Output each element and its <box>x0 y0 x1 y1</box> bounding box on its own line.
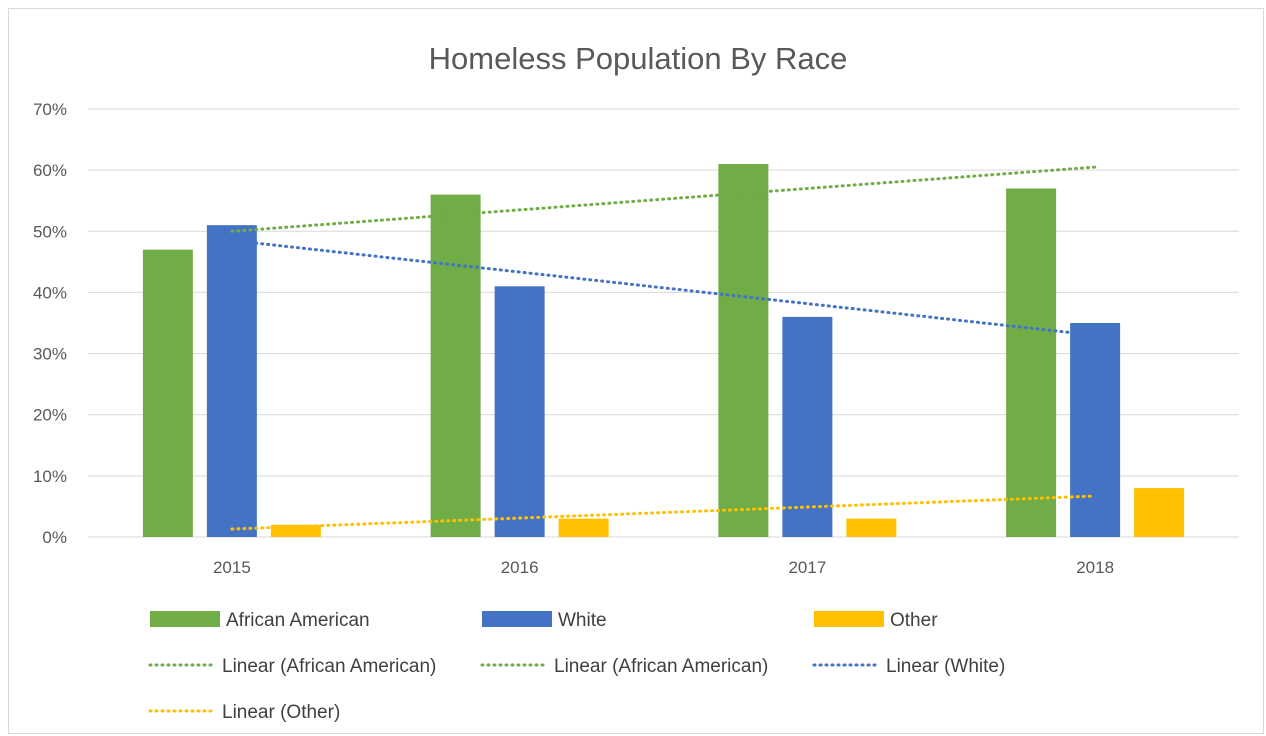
bar-african-american-2016 <box>430 194 481 537</box>
bar-african-american-2017 <box>718 164 769 537</box>
bar-other-2016 <box>558 518 609 537</box>
trendline-african-american <box>230 165 1097 233</box>
y-tick-label: 50% <box>33 222 67 241</box>
bars <box>142 164 1185 537</box>
y-tick-label: 60% <box>33 161 67 180</box>
x-tick-label: 2015 <box>213 558 251 577</box>
legend: African American White Other Linear (Africa… <box>148 610 1005 723</box>
legend-label: African American <box>226 610 370 631</box>
legend-label: Linear (African American) <box>222 656 436 677</box>
x-tick-label: 2016 <box>501 558 539 577</box>
bar-white-2015 <box>206 225 257 537</box>
legend-label: Linear (African American) <box>554 656 768 677</box>
y-tick-label: 70% <box>33 100 67 119</box>
legend-label: Linear (White) <box>886 656 1005 677</box>
gridlines <box>88 108 1239 538</box>
bar-other-2015 <box>270 524 321 537</box>
legend-label: White <box>558 610 607 631</box>
bar-white-2018 <box>1070 323 1121 537</box>
chart-svg: Homeless Population By Race 0% 10% 20% 30% 4… <box>33 41 1239 723</box>
legend-swatch <box>150 611 220 627</box>
legend-swatch <box>814 611 884 627</box>
chart-frame: Homeless Population By Race 0% 10% 20% 30% 4… <box>8 8 1264 734</box>
y-tick-label: 0% <box>42 528 67 547</box>
bar-white-2016 <box>494 286 545 537</box>
trendlines <box>230 165 1097 531</box>
x-tick-label: 2017 <box>788 558 826 577</box>
bar-african-american-2018 <box>1006 188 1057 537</box>
trendline-other <box>230 494 1097 531</box>
x-axis-ticks: 2015 2016 2017 2018 <box>213 558 1114 577</box>
chart-title: Homeless Population By Race <box>429 41 848 76</box>
bar-other-2017 <box>846 518 897 537</box>
x-tick-label: 2018 <box>1076 558 1114 577</box>
bar-white-2017 <box>782 316 833 537</box>
bar-other-2018 <box>1134 488 1185 537</box>
legend-label: Linear (Other) <box>222 702 340 723</box>
trendline-white <box>230 238 1097 337</box>
legend-swatch <box>482 611 552 627</box>
y-tick-label: 30% <box>33 345 67 364</box>
y-axis-ticks: 0% 10% 20% 30% 40% 50% 60% 70% <box>33 100 67 547</box>
legend-label: Other <box>890 610 938 631</box>
y-tick-label: 20% <box>33 406 67 425</box>
y-tick-label: 40% <box>33 283 67 302</box>
y-tick-label: 10% <box>33 467 67 486</box>
bar-african-american-2015 <box>142 249 193 537</box>
